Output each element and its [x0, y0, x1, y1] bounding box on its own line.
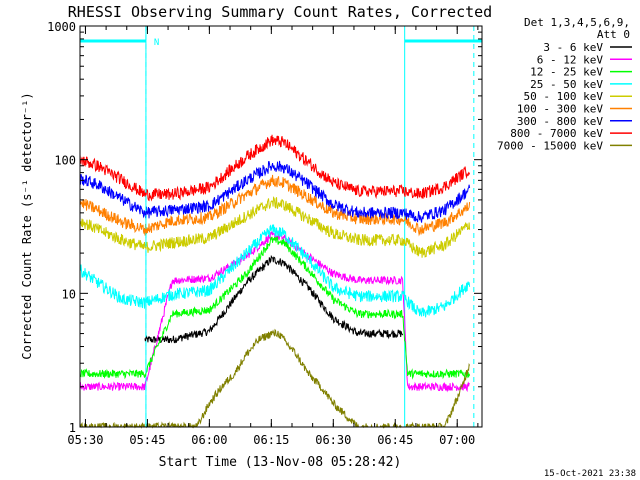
chart-title: RHESSI Observing Summary Count Rates, Co… [68, 3, 492, 21]
series-line-1 [79, 230, 470, 393]
legend-label-0: 3 - 6 keV [543, 41, 603, 54]
x-axis: 05:30 05:45 06:00 06:15 06:30 06:45 07:00 [67, 26, 479, 447]
x-tick-label-6: 07:00 [439, 433, 475, 447]
legend-header-line-2: Att 0 [597, 28, 630, 41]
night-bar-label: N [154, 38, 159, 48]
x-axis-label: Start Time (13-Nov-08 05:28:42) [159, 455, 402, 470]
legend-label-2: 12 - 25 keV [530, 66, 603, 79]
legend-label-3: 25 - 50 keV [530, 78, 603, 91]
series-line-7 [79, 134, 471, 202]
x-tick-label-3: 06:15 [253, 433, 289, 447]
series-line-2 [79, 235, 471, 380]
series-line-0 [144, 254, 404, 344]
series-line-6 [79, 160, 471, 223]
y-tick-label-2: 100 [54, 154, 76, 168]
legend-header-line-1: Det 1,3,4,5,6,9, [524, 16, 630, 29]
x-tick-label-2: 06:00 [191, 433, 227, 447]
x-tick-label-5: 06:45 [377, 433, 413, 447]
x-tick-label-1: 05:45 [129, 433, 165, 447]
legend-label-7: 800 - 7000 keV [510, 127, 603, 140]
series-line-8 [79, 328, 471, 429]
saa-markers [145, 26, 475, 427]
legend-label-5: 100 - 300 keV [517, 103, 603, 116]
y-axis: 1 10 100 1000 [47, 20, 482, 435]
y-tick-label-3: 1000 [47, 20, 76, 34]
legend-label-4: 50 - 100 keV [524, 90, 604, 103]
legend-label-8: 7000 - 15000 keV [497, 139, 603, 152]
plot-frame [79, 25, 483, 428]
y-tick-label-0: 1 [69, 421, 76, 435]
series-line-4 [79, 196, 471, 258]
x-tick-label-0: 05:30 [67, 433, 103, 447]
y-tick-label-1: 10 [62, 287, 76, 301]
legend-label-1: 6 - 12 keV [537, 53, 604, 66]
series-line-3 [79, 224, 471, 318]
legend-label-6: 300 - 800 keV [517, 115, 603, 128]
x-tick-label-4: 06:30 [315, 433, 351, 447]
y-axis-label: Corrected Count Rate (s⁻¹ detector⁻¹) [20, 92, 34, 359]
footer-timestamp: 15-Oct-2021 23:38 [544, 469, 636, 479]
series-line-5 [79, 174, 471, 237]
series-lines [79, 134, 471, 429]
